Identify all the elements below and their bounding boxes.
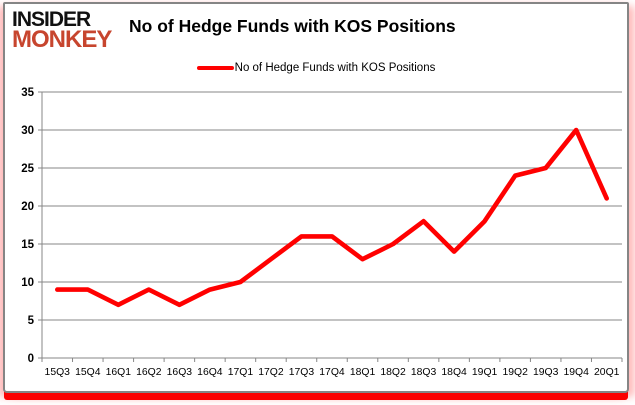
xtick-label-18Q1: 18Q1	[350, 367, 376, 378]
series-line-kos	[54, 127, 610, 308]
xtick-label-17Q3: 17Q3	[289, 367, 315, 378]
legend-line-swatch	[196, 66, 234, 70]
ytick-label-30: 30	[21, 125, 34, 137]
xtick-label-16Q4: 16Q4	[197, 367, 223, 378]
xtick-label-16Q3: 16Q3	[167, 367, 193, 378]
ytick-label-20: 20	[21, 201, 34, 213]
xtick-label-20Q1: 20Q1	[594, 367, 620, 378]
xtick-label-18Q3: 18Q3	[411, 367, 437, 378]
xtick-label-18Q2: 18Q2	[380, 367, 406, 378]
legend-label: No of Hedge Funds with KOS Positions	[234, 62, 436, 74]
chart-title: No of Hedge Funds with KOS Positions	[129, 16, 456, 36]
xtick-label-19Q4: 19Q4	[563, 367, 589, 378]
xtick-label-17Q2: 17Q2	[258, 367, 284, 378]
line-chart-plot: 0 5 10 15 20 25 30 35 15Q3 15Q4 16Q1 16Q2 16Q3 16Q4 17…	[21, 87, 623, 378]
chart-card: INSIDER MONKEY No of Hedge Funds with KO…	[3, 2, 629, 393]
xtick-label-16Q2: 16Q2	[136, 367, 162, 378]
xtick-label-17Q1: 17Q1	[228, 367, 254, 378]
ytick-label-35: 35	[21, 87, 34, 99]
xtick-label-19Q2: 19Q2	[502, 367, 528, 378]
ytick-label-25: 25	[21, 163, 34, 175]
legend: No of Hedge Funds with KOS Positions	[5, 62, 627, 74]
ytick-label-15: 15	[21, 239, 34, 251]
xtick-label-19Q1: 19Q1	[472, 367, 498, 378]
xtick-label-15Q3: 15Q3	[45, 367, 71, 378]
ytick-label-10: 10	[21, 277, 34, 289]
insider-monkey-logo: INSIDER MONKEY	[12, 8, 112, 54]
xtick-label-19Q3: 19Q3	[533, 367, 559, 378]
ytick-label-5: 5	[28, 315, 35, 327]
ytick-label-0: 0	[28, 353, 34, 365]
logo-line1: INSIDER	[12, 8, 91, 31]
xtick-label-18Q4: 18Q4	[441, 367, 467, 378]
logo-line2: MONKEY	[12, 26, 112, 54]
xtick-label-17Q4: 17Q4	[319, 367, 345, 378]
xtick-label-15Q4: 15Q4	[75, 367, 101, 378]
xtick-label-16Q1: 16Q1	[106, 367, 132, 378]
